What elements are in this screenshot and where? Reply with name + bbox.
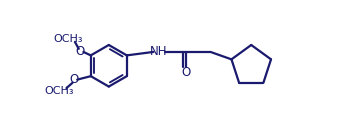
Text: O: O <box>76 45 85 58</box>
Text: O: O <box>181 66 190 79</box>
Text: OCH₃: OCH₃ <box>45 86 74 96</box>
Text: OCH₃: OCH₃ <box>53 34 83 44</box>
Text: O: O <box>69 73 79 86</box>
Text: NH: NH <box>150 45 168 58</box>
